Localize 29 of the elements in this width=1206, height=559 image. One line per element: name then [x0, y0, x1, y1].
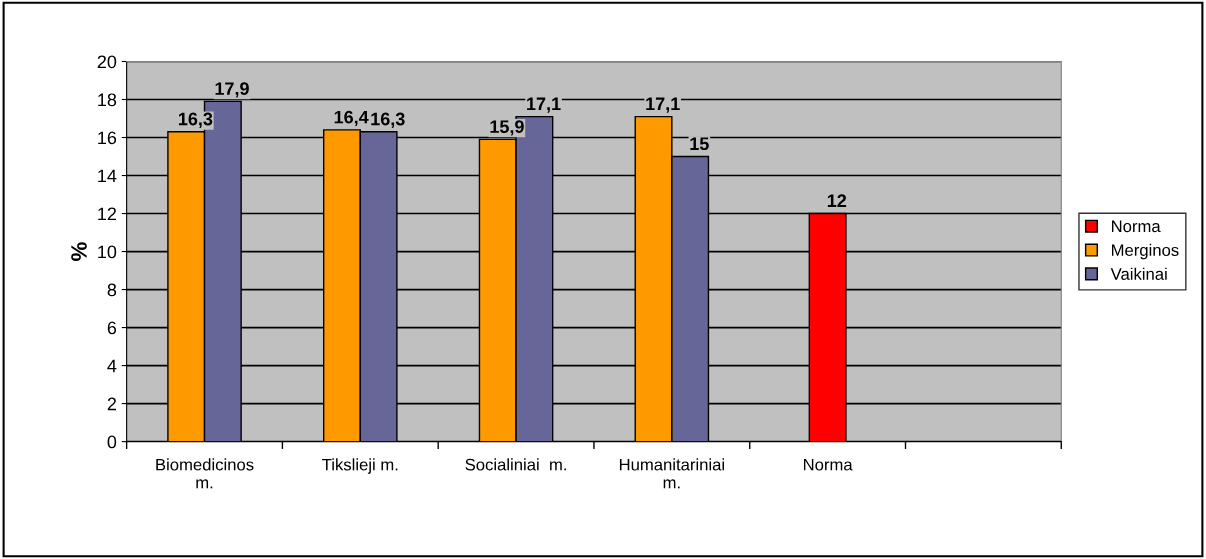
y-tick-label: 10	[98, 245, 117, 259]
data-label: 16,3	[371, 112, 405, 129]
data-label: 17,1	[527, 97, 561, 113]
data-label: 12	[827, 194, 847, 207]
x-tick-label: Humanitariniai m.	[619, 458, 724, 489]
data-label: 15	[690, 137, 709, 151]
y-tick-label: 12	[98, 207, 116, 221]
x-tick-label: Biomedicinos m.	[156, 458, 254, 489]
data-label: 15,9	[490, 120, 524, 136]
data-label: 17,1	[646, 97, 680, 113]
y-axis-title: %	[71, 242, 87, 261]
data-label: 17,9	[215, 82, 249, 98]
y-tick-label: 4	[107, 359, 117, 373]
y-tick-label: 6	[107, 321, 117, 335]
y-tick-label: 0	[107, 435, 117, 449]
x-tick-label: Tikslieji m.	[322, 458, 398, 474]
x-tick-label: Norma	[803, 458, 853, 471]
x-tick-label: Socialiniai m.	[465, 458, 566, 471]
y-tick-label: 8	[107, 283, 117, 297]
y-tick-label: 20	[97, 55, 117, 69]
y-tick-label: 14	[98, 169, 117, 183]
data-label: 16,4	[334, 110, 369, 127]
y-tick-label: 16	[98, 131, 117, 145]
legend-label: Vaikinai	[1110, 267, 1167, 280]
legend-label: Norma	[1111, 220, 1161, 233]
y-tick-label: 18	[98, 93, 117, 107]
legend-label: Merginos	[1111, 243, 1179, 260]
data-label: 16,3	[178, 112, 213, 129]
y-tick-label: 2	[107, 397, 116, 411]
